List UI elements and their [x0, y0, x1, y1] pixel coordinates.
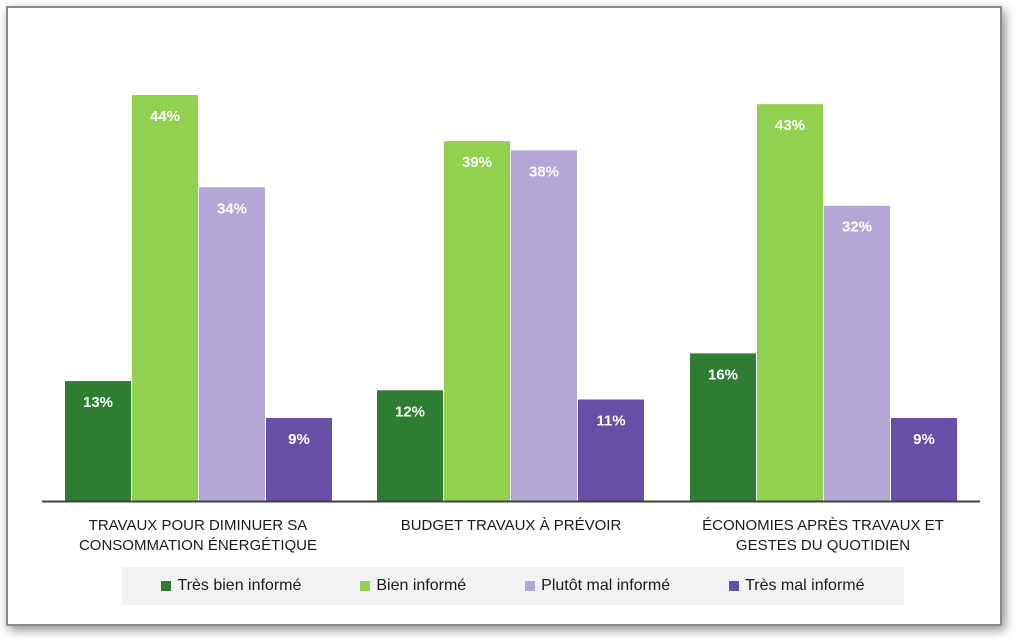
data-label: 34%	[217, 200, 247, 217]
category-label-line: GESTES DU QUOTIDIEN	[735, 537, 911, 554]
category-label-line: CONSOMMATION ÉNERGÉTIQUE	[78, 537, 318, 554]
category-label: ÉCONOMIES APRÈS TRAVAUX ET GESTES DU QUOT…	[673, 516, 973, 556]
category-label-line: TRAVAUX POUR DIMINUER SA	[88, 517, 308, 534]
bar	[377, 390, 443, 501]
legend-swatch	[729, 581, 740, 591]
legend-label: Très mal informé	[745, 577, 865, 594]
bar	[266, 417, 332, 501]
legend: Très bien informé Bien informé Plutôt mal …	[122, 567, 904, 605]
bar	[757, 104, 823, 502]
data-label: 32%	[842, 219, 872, 236]
data-label: 9%	[288, 431, 310, 448]
legend-item: Très bien informé	[161, 577, 301, 595]
legend-swatch	[360, 581, 371, 591]
legend-swatch	[161, 581, 172, 591]
data-label: 38%	[529, 163, 559, 180]
data-label: 44%	[150, 108, 180, 125]
category-label: BUDGET TRAVAUX À PRÉVOIR	[361, 516, 661, 536]
data-label: 11%	[596, 413, 625, 430]
bar	[65, 381, 131, 501]
legend-label: Bien informé	[376, 577, 467, 594]
bar	[199, 187, 265, 502]
bar	[132, 95, 198, 501]
data-label: 43%	[775, 117, 805, 134]
category-label: TRAVAUX POUR DIMINUER SA CONSOMMATION ÉNE…	[48, 516, 348, 556]
bar	[444, 141, 510, 502]
bar	[578, 399, 644, 501]
bar	[511, 150, 577, 501]
data-label: 9%	[913, 431, 935, 448]
bar	[690, 353, 756, 501]
legend-label: Très bien informé	[177, 577, 302, 594]
legend-item: Plutôt mal informé	[525, 577, 670, 595]
data-label: 13%	[83, 394, 113, 411]
category-label-line: BUDGET TRAVAUX À PRÉVOIR	[400, 517, 622, 534]
bar	[891, 417, 957, 501]
legend-item: Bien informé	[360, 577, 466, 595]
bar	[824, 205, 890, 501]
data-label: 12%	[395, 403, 425, 420]
data-label: 39%	[462, 154, 492, 171]
category-label-line: ÉCONOMIES APRÈS TRAVAUX ET	[702, 517, 944, 534]
legend-swatch	[525, 581, 536, 591]
data-label: 16%	[708, 366, 738, 383]
legend-item: Très mal informé	[729, 577, 865, 595]
legend-label: Plutôt mal informé	[541, 577, 671, 594]
